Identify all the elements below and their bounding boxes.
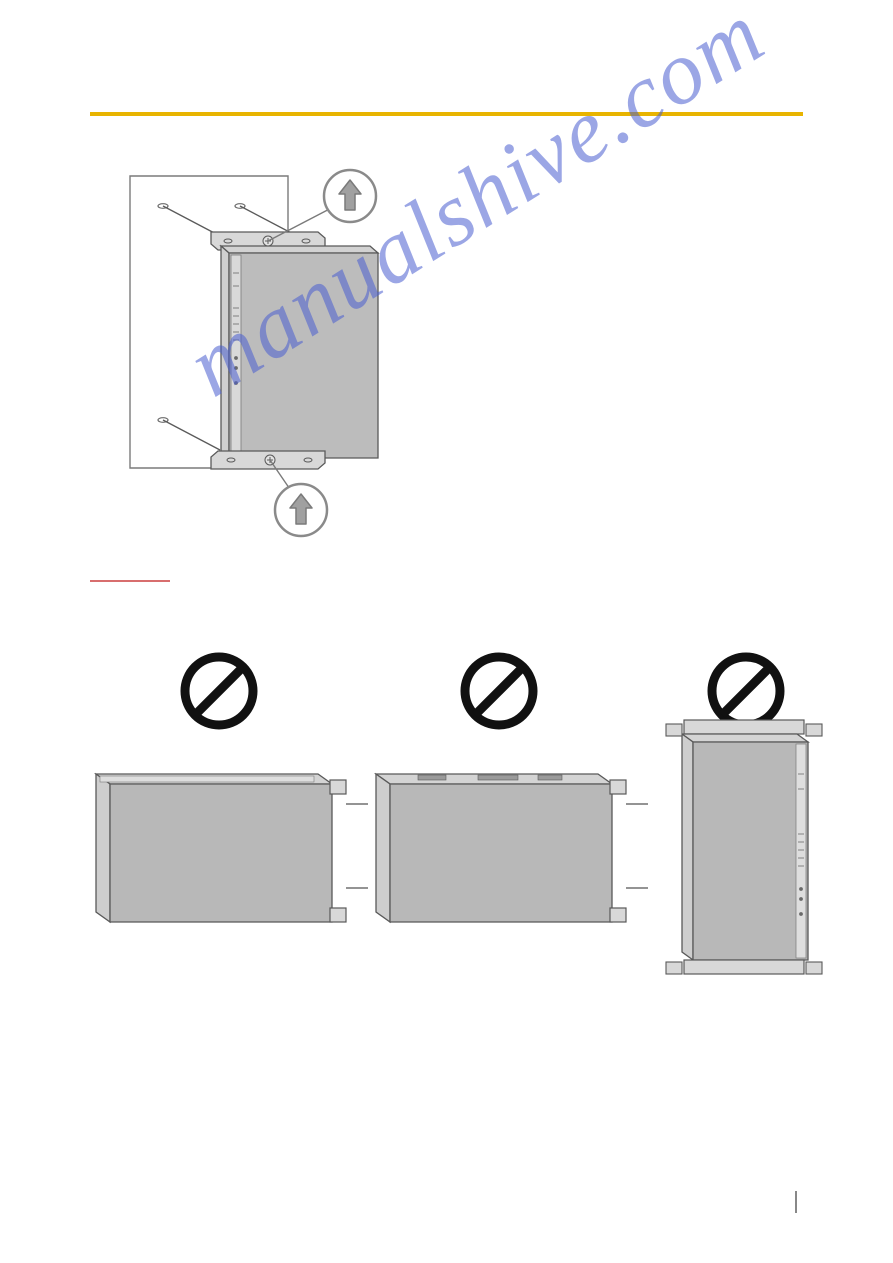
header-rule bbox=[90, 112, 803, 116]
callout-arrow-up-bottom bbox=[275, 484, 327, 536]
wrong-orientation-2 bbox=[358, 762, 648, 952]
wall-mount-figure bbox=[118, 158, 418, 558]
wrong-orientation-3 bbox=[662, 714, 842, 994]
prohibition-icon-2 bbox=[456, 648, 542, 734]
prohibition-icon-1 bbox=[176, 648, 262, 734]
wrong-orientation-1 bbox=[78, 762, 368, 952]
manual-page: manualshive.com bbox=[0, 0, 893, 1263]
callout-arrow-up-top bbox=[324, 170, 376, 222]
page-number bbox=[785, 1191, 797, 1213]
warning-heading-underline bbox=[90, 580, 180, 584]
